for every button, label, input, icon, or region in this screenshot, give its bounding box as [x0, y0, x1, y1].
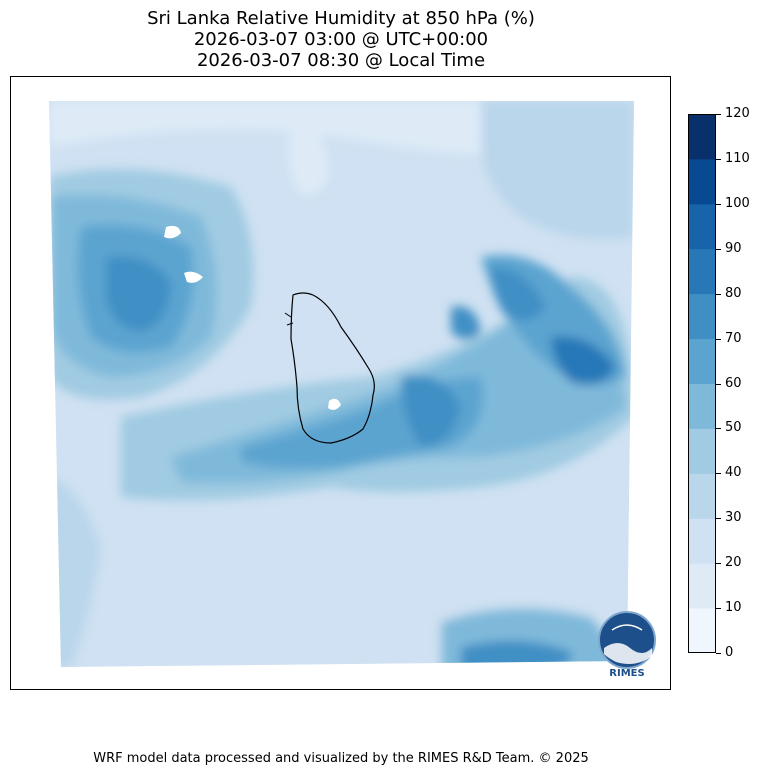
colorbar	[688, 114, 716, 653]
colorbar-segment	[688, 563, 716, 609]
colorbar-tick-label: 30	[725, 510, 742, 526]
colorbar-tick-label: 20	[725, 555, 742, 571]
colorbar-segment	[688, 473, 716, 519]
field-east-cell-3	[451, 306, 481, 340]
title-line-1: Sri Lanka Relative Humidity at 850 hPa (…	[147, 8, 535, 29]
colorbar-tick-mark	[716, 293, 721, 295]
colorbar-tick-mark	[716, 114, 721, 115]
colorbar-tick-mark	[716, 518, 721, 520]
rimes-logo: RIMES	[596, 610, 658, 679]
chart-title: Sri Lanka Relative Humidity at 850 hPa (…	[0, 8, 682, 71]
colorbar-segment	[688, 158, 716, 205]
colorbar-tick-label: 90	[725, 240, 742, 256]
colorbar-segment	[688, 203, 716, 250]
colorbar-tick-label: 0	[725, 645, 734, 660]
colorbar-tick-label: 100	[725, 195, 750, 211]
colorbar-segment	[688, 383, 716, 429]
title-line-3: 2026-03-07 08:30 @ Local Time	[196, 50, 486, 71]
colorbar-tick-label: 10	[725, 600, 742, 616]
colorbar-tick-mark	[716, 473, 721, 475]
field-light-patch	[288, 117, 329, 195]
field-west-core	[106, 256, 171, 332]
nodata-patch-3	[328, 398, 341, 410]
colorbar-border	[688, 114, 716, 653]
colorbar-tick-label: 110	[725, 150, 750, 166]
colorbar-tick-mark	[716, 428, 721, 430]
title-line-2: 2026-03-07 03:00 @ UTC+00:00	[193, 29, 489, 50]
colorbar-ticks: 0 10 20 30 40 50 60 70 80 90 100 110 120	[716, 106, 760, 660]
field-band-core	[401, 375, 461, 447]
humidity-map	[49, 101, 634, 667]
colorbar-tick-mark	[716, 248, 721, 250]
colorbar-tick-label: 50	[725, 420, 742, 436]
colorbar-segment	[688, 338, 716, 384]
colorbar-tick-label: 60	[725, 375, 742, 391]
rimes-logo-text: RIMES	[609, 668, 644, 678]
colorbar-tick-label: 40	[725, 465, 742, 481]
colorbar-segment	[688, 114, 716, 160]
colorbar-segment	[688, 248, 716, 295]
colorbar-tick-mark	[716, 563, 721, 565]
nodata-patch-2	[184, 271, 203, 283]
colorbar-tick-mark	[716, 383, 721, 385]
colorbar-segment	[688, 518, 716, 564]
humidity-field	[49, 101, 634, 667]
colorbar-tick-mark	[716, 158, 721, 160]
map-frame	[10, 76, 671, 690]
colorbar-segment	[688, 608, 716, 653]
colorbar-tick-mark	[716, 608, 721, 610]
colorbar-tick-label: 70	[725, 330, 742, 346]
field-southwest	[49, 477, 101, 667]
colorbar-tick-mark	[716, 653, 721, 654]
field-south-cell-inner	[461, 640, 572, 667]
rimes-logo-icon: RIMES	[598, 611, 656, 679]
field-upper-right	[481, 101, 634, 240]
field-east-cell-1	[490, 267, 546, 321]
colorbar-segment	[688, 428, 716, 474]
nodata-patch-1	[164, 225, 181, 239]
colorbar-tick-label: 80	[725, 285, 742, 301]
colorbar-segment	[688, 293, 716, 340]
field-east-cell-2	[551, 336, 616, 385]
coastline-islets	[284, 312, 294, 326]
footer-credit: WRF model data processed and visualized …	[93, 751, 589, 766]
colorbar-tick-mark	[716, 203, 721, 205]
colorbar-tick-mark	[716, 338, 721, 340]
sri-lanka-coastline	[290, 292, 375, 444]
colorbar-tick-label: 120	[725, 106, 750, 121]
